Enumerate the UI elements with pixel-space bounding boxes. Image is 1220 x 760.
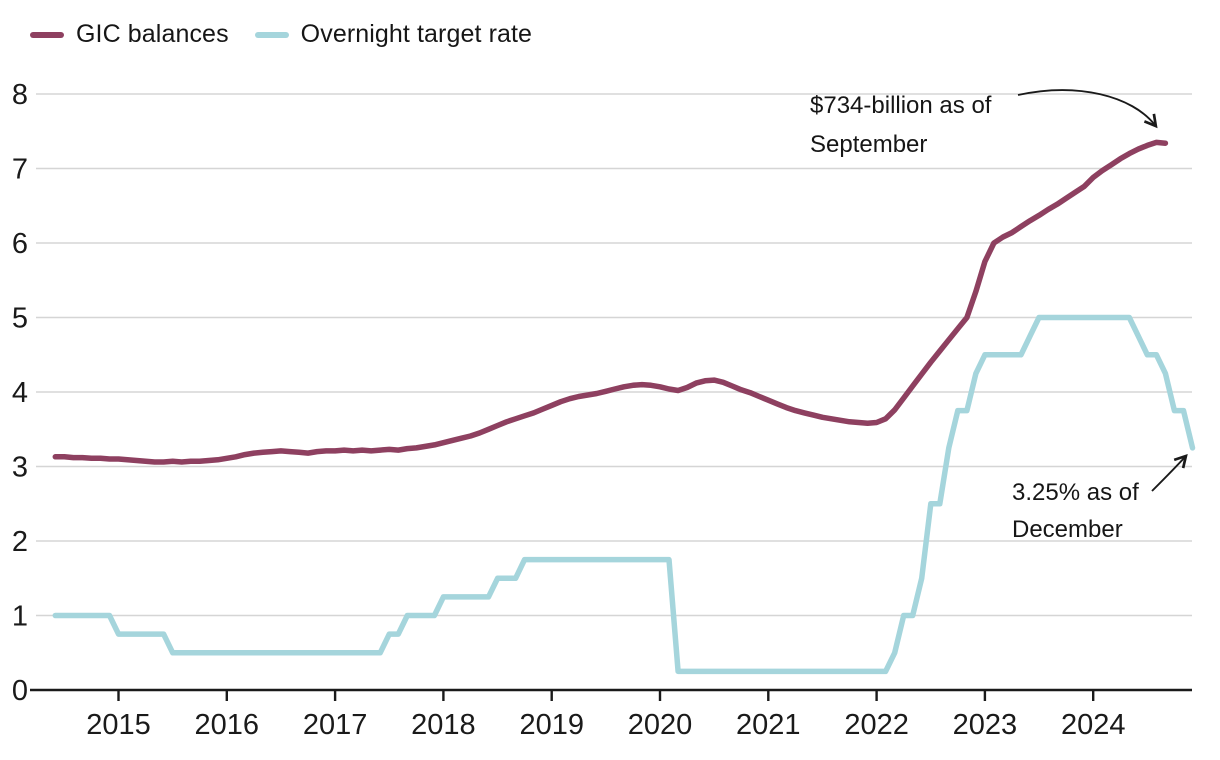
x-axis-label-2019: 2019 (519, 709, 584, 741)
y-axis-label-7: 7 (12, 154, 28, 186)
annotation-arrow-gic-peak (1017, 89, 1155, 125)
legend-entry-gic: GIC balances (30, 20, 229, 49)
x-axis-label-2024: 2024 (1061, 709, 1126, 741)
x-axis-label-2021: 2021 (736, 709, 801, 741)
x-axis-label-2017: 2017 (303, 709, 368, 741)
y-axis-label-2: 2 (12, 526, 28, 558)
x-axis-label-2018: 2018 (411, 709, 476, 741)
y-axis-label-4: 4 (12, 377, 28, 409)
data-series (52, 139, 1196, 675)
annotations: $734-billion as of September 3.25% as of… (810, 89, 1185, 543)
y-axis-label-6: 6 (12, 228, 28, 260)
x-axis-label-2015: 2015 (86, 709, 151, 741)
x-axis: 2015 2016 2017 2018 2019 2020 2021 2022 2023 2024 (30, 688, 1192, 741)
annotation-gic-peak-line1: $734-billion as of (810, 92, 992, 119)
rate-line-swatch-icon (254, 31, 289, 38)
gridlines: 0 1 2 3 4 5 6 7 8 (12, 79, 1192, 707)
annotation-rate-end-line1: 3.25% as of (1012, 479, 1139, 506)
x-axis-label-2022: 2022 (844, 709, 909, 741)
y-axis-label-5: 5 (12, 303, 28, 335)
legend-entry-rate: Overnight target rate (254, 20, 533, 49)
y-axis-label-8: 8 (12, 79, 28, 111)
y-axis-label-3: 3 (12, 452, 28, 484)
chart-legend: GIC balances Overnight target rate (30, 20, 532, 49)
annotation-arrow-rate-end (1151, 457, 1185, 492)
x-axis-label-2020: 2020 (628, 709, 693, 741)
annotation-rate-end-line2: December (1012, 516, 1123, 543)
y-axis-label-0: 0 (12, 675, 28, 707)
series-line-gic-balances (52, 139, 1169, 465)
y-axis-label-1: 1 (12, 601, 28, 633)
series-line-overnight-target-rate (52, 314, 1196, 675)
x-axis-label-2023: 2023 (953, 709, 1018, 741)
legend-label-gic: GIC balances (76, 20, 229, 48)
x-axis-label-2016: 2016 (195, 709, 260, 741)
legend-label-rate: Overnight target rate (300, 20, 533, 48)
gic-line-swatch-icon (30, 31, 64, 38)
annotation-gic-peak-line2: September (810, 131, 927, 158)
